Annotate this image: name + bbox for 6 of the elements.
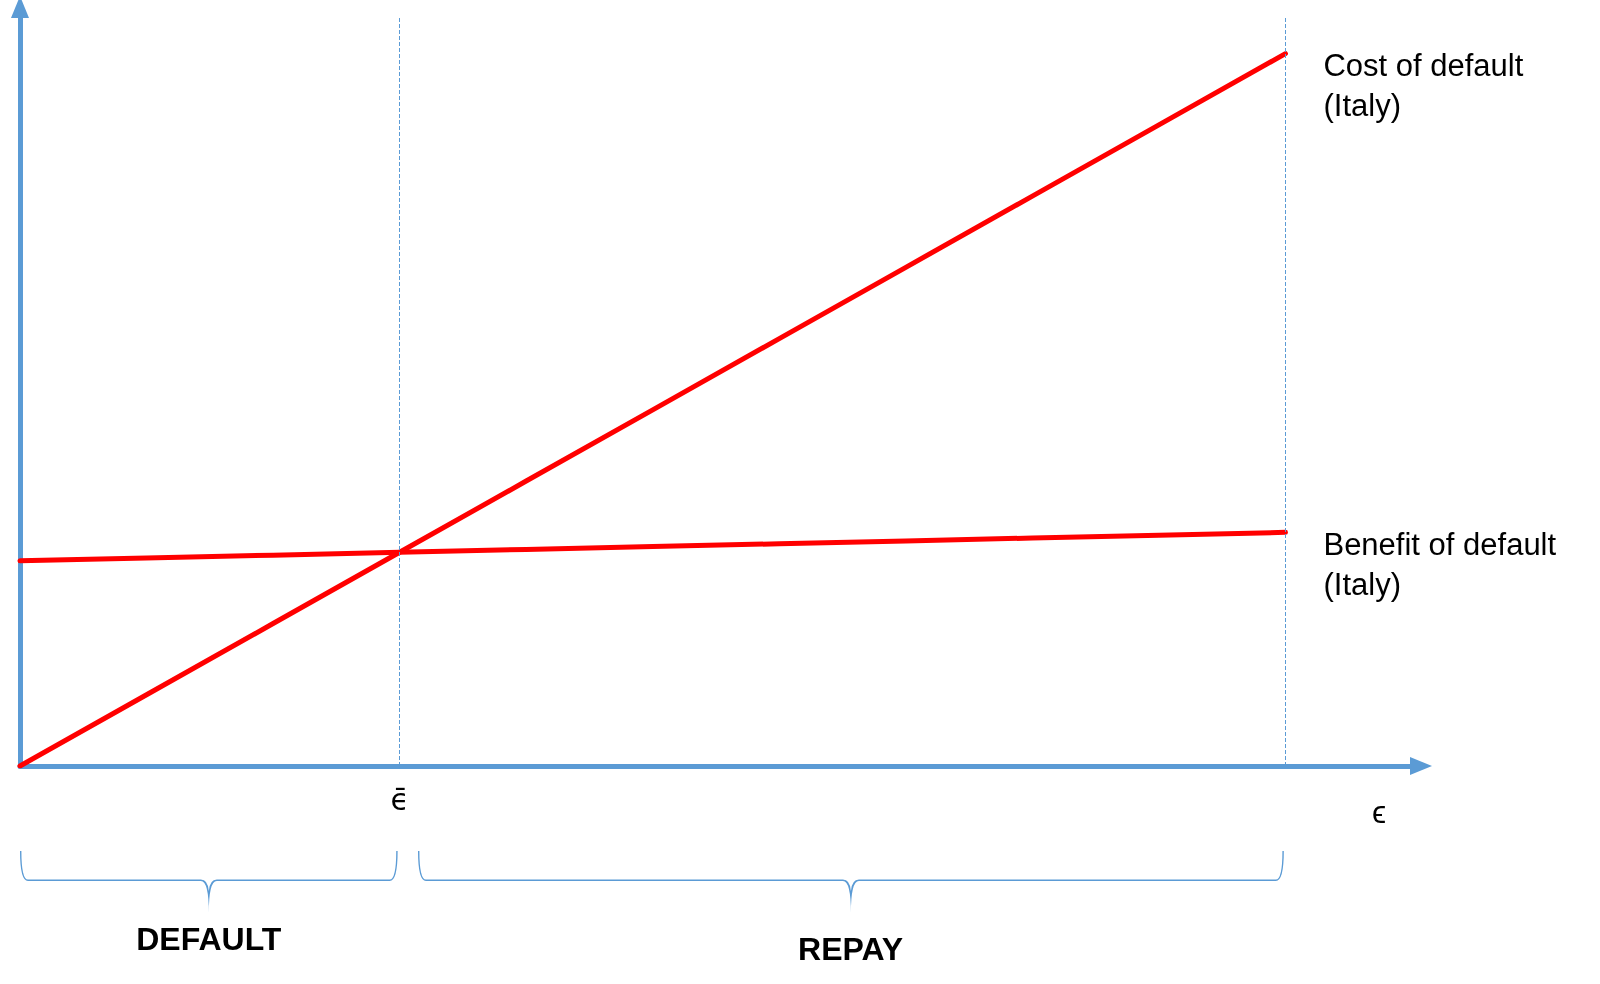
x-axis-title: ϵ [1372,794,1387,830]
text: ϵ̄ [390,781,409,817]
text: DEFAULT [135,921,283,958]
text: REPAY [797,931,904,968]
series-label: Cost of default (Italy) [1323,48,1532,124]
series-label: Benefit of default (Italy) [1323,526,1565,602]
